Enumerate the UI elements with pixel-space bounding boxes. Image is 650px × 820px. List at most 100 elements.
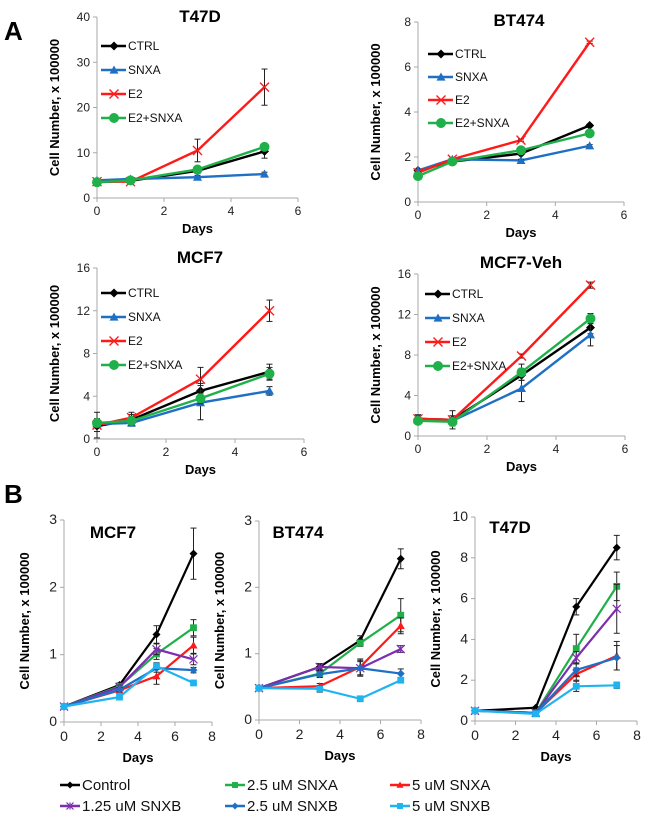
y-tick-label: 6 bbox=[460, 590, 468, 606]
legend-item-2-5-um-snxa: 2.5 uM SNXA bbox=[225, 777, 338, 794]
legend-label: 1.25 uM SNXB bbox=[82, 798, 181, 815]
data-point bbox=[585, 121, 595, 130]
legend-marker bbox=[109, 312, 119, 321]
legend-panel-b: Control 2.5 uM SNXA 5 uM SNXA 1.25 uM SNXB 2… bbox=[60, 777, 490, 815]
legend-marker bbox=[436, 95, 446, 105]
y-tick-label: 2 bbox=[404, 150, 411, 164]
legend-item-5-um-snxa: 5 uM SNXA bbox=[390, 777, 490, 794]
y-tick-label: 3 bbox=[244, 512, 252, 528]
y-tick-label: 10 bbox=[77, 146, 91, 160]
legend-marker bbox=[433, 289, 443, 299]
series-e2-snxa bbox=[92, 366, 275, 428]
data-point bbox=[192, 145, 203, 156]
legend-label: 5 uM SNXB bbox=[412, 798, 490, 815]
y-tick-label: 0 bbox=[83, 191, 90, 205]
legend-label: SNXA bbox=[128, 310, 161, 324]
data-point bbox=[189, 549, 198, 558]
x-tick-label: 0 bbox=[255, 726, 263, 742]
chart-title: T47D bbox=[179, 7, 221, 26]
series-line bbox=[258, 614, 402, 690]
data-point bbox=[584, 37, 595, 48]
y-tick-label: 3 bbox=[49, 511, 57, 527]
series-e2-snxa bbox=[413, 312, 596, 427]
data-point bbox=[92, 417, 102, 428]
legend-marker bbox=[433, 337, 443, 347]
x-axis-label: Days bbox=[185, 462, 216, 477]
chart-mcf7-veh-a: 0 2 4 6 0 4 8 12 16 MCF7-Veh Days Cell Number, x 10… bbox=[368, 253, 629, 474]
x-tick-label: 6 bbox=[171, 728, 179, 744]
data-point bbox=[613, 681, 621, 689]
legend-label: 5 uM SNXA bbox=[412, 777, 490, 794]
x-tick-label: 6 bbox=[622, 442, 629, 456]
x-tick-label: 0 bbox=[94, 445, 101, 459]
legend-item-1-25-um-snxb: 1.25 uM SNXB bbox=[60, 798, 181, 815]
y-tick-label: 20 bbox=[77, 101, 91, 115]
series-line bbox=[474, 585, 618, 714]
x-tick-label: 8 bbox=[208, 728, 216, 744]
series-line bbox=[474, 546, 618, 712]
legend: CTRL SNXA E2 E2+SNXA bbox=[101, 286, 182, 372]
data-point bbox=[396, 644, 406, 654]
y-tick-label: 8 bbox=[404, 348, 411, 362]
data-point bbox=[356, 695, 364, 703]
data-point bbox=[586, 330, 595, 339]
legend-marker bbox=[232, 782, 238, 788]
legend-marker bbox=[433, 313, 443, 322]
data-point bbox=[189, 641, 198, 649]
data-point bbox=[397, 611, 405, 619]
series-e2-snxa bbox=[92, 141, 270, 188]
legend-label: E2 bbox=[128, 87, 143, 101]
y-tick-label: 0 bbox=[244, 711, 252, 727]
legend-item-ctrl: CTRL bbox=[425, 287, 484, 301]
series-line bbox=[474, 684, 617, 715]
y-tick-label: 4 bbox=[404, 105, 411, 119]
chart-mcf7-b: 0 2 4 6 8 0 1 2 3 MCF7 Days Cell Number, x 100000 bbox=[17, 511, 216, 765]
x-tick-label: 8 bbox=[633, 727, 641, 743]
data-point bbox=[585, 280, 596, 291]
legend-item-ctrl: CTRL bbox=[101, 39, 160, 53]
legend-marker bbox=[109, 41, 119, 51]
legend-marker bbox=[109, 89, 119, 99]
data-point bbox=[585, 141, 595, 150]
data-point bbox=[584, 128, 595, 139]
legend-label: E2+SNXA bbox=[452, 359, 506, 373]
legend-marker bbox=[66, 781, 74, 789]
series-5-um-snxb bbox=[60, 662, 197, 710]
legend-label: E2+SNXA bbox=[128, 358, 182, 372]
data-point bbox=[516, 155, 526, 164]
legend: CTRL SNXA E2 E2+SNXA bbox=[425, 287, 506, 373]
chart-title: BT474 bbox=[272, 523, 324, 542]
series-line bbox=[63, 626, 195, 708]
data-point bbox=[152, 672, 161, 680]
legend-label: E2 bbox=[455, 93, 470, 107]
data-point bbox=[516, 145, 526, 156]
data-point bbox=[116, 693, 123, 701]
legend-label: CTRL bbox=[128, 286, 160, 300]
legend-label: 2.5 uM SNXB bbox=[247, 798, 338, 815]
data-point bbox=[516, 367, 527, 378]
y-tick-label: 1 bbox=[49, 646, 57, 662]
x-tick-label: 0 bbox=[60, 728, 68, 744]
legend-item-snxa: SNXA bbox=[425, 311, 485, 325]
legend-marker bbox=[109, 65, 119, 74]
data-point bbox=[190, 624, 197, 632]
series-line bbox=[63, 664, 194, 708]
legend-marker bbox=[231, 802, 239, 810]
legend-label: SNXA bbox=[128, 63, 161, 77]
legend-marker bbox=[109, 360, 119, 370]
legend-label: E2 bbox=[128, 334, 143, 348]
series-5-um-snxa bbox=[471, 640, 621, 717]
data-point bbox=[572, 666, 581, 674]
x-tick-label: 0 bbox=[471, 727, 479, 743]
data-point bbox=[516, 351, 527, 361]
data-point bbox=[516, 135, 526, 146]
y-tick-label: 2 bbox=[244, 578, 252, 594]
x-tick-label: 2 bbox=[483, 208, 490, 222]
series-e2-snxa bbox=[413, 128, 595, 182]
chart-mcf7-a: 0 2 4 6 0 4 8 12 16 MCF7 Days Cell Number, x 100000… bbox=[47, 248, 308, 477]
series-2-5-um-snxa bbox=[60, 619, 197, 710]
y-tick-label: 12 bbox=[398, 308, 412, 322]
series-line bbox=[63, 667, 194, 708]
legend-marker bbox=[396, 781, 404, 788]
